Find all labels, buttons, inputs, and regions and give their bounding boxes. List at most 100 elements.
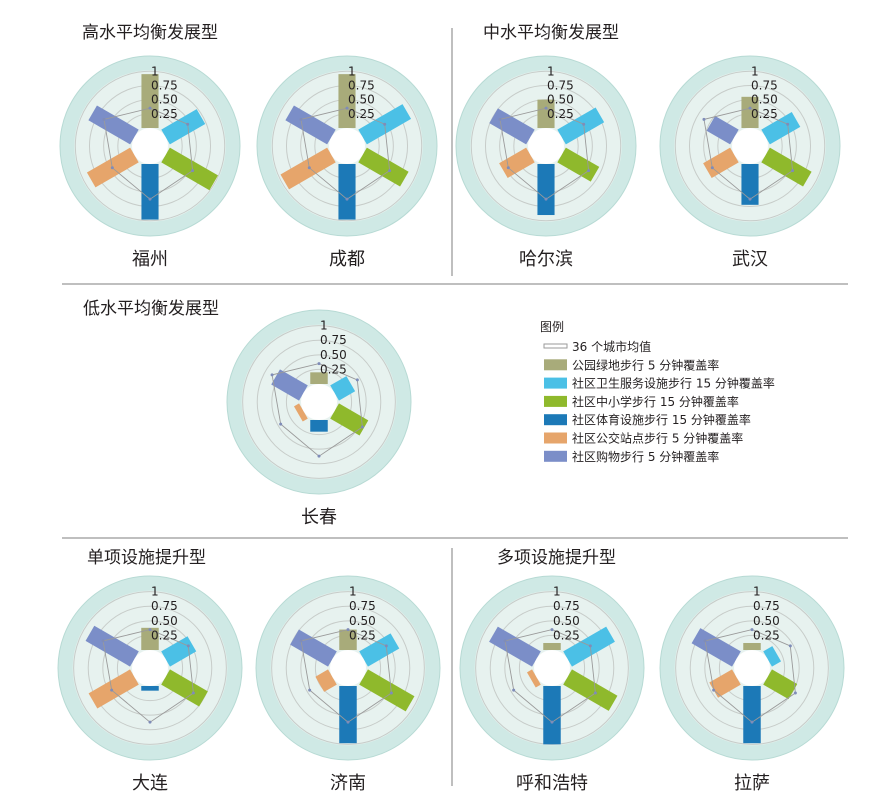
average-point — [748, 106, 752, 110]
bar — [703, 147, 739, 178]
legend-item: 社区体育设施步行 15 分钟覆盖率 — [544, 412, 751, 427]
average-point — [791, 169, 795, 173]
tick-label: 0.75 — [151, 599, 178, 613]
bar — [761, 147, 812, 187]
average-point — [712, 688, 716, 692]
legend-label: 社区卫生服务设施步行 15 分钟覆盖率 — [572, 376, 775, 391]
tick-label: 0.25 — [348, 107, 375, 121]
average-point — [345, 106, 349, 110]
tick-label: 0.25 — [151, 107, 178, 121]
bar — [537, 164, 555, 216]
tick-label: 1 — [753, 585, 761, 599]
city-chart: 10.750.500.25 大连 — [57, 575, 243, 794]
average-point — [148, 720, 152, 724]
bar — [161, 147, 218, 191]
average-point — [299, 117, 303, 121]
bar — [141, 164, 159, 220]
average-point — [317, 362, 321, 366]
bar — [285, 105, 336, 145]
tick-label: 0.75 — [348, 78, 375, 92]
average-point — [186, 644, 190, 648]
legend-item: 社区公交站点步行 5 分钟覆盖率 — [544, 431, 743, 446]
legend-label: 社区公交站点步行 5 分钟覆盖率 — [572, 431, 743, 446]
average-point — [101, 639, 105, 643]
average-point — [710, 166, 714, 170]
average-point — [346, 628, 350, 632]
tick-label: 0.50 — [151, 93, 178, 107]
city-chart: 10.750.500.25 福州 — [59, 55, 241, 270]
average-point — [588, 644, 592, 648]
grid-circle — [242, 325, 396, 479]
bar — [141, 627, 159, 650]
bar — [330, 403, 369, 436]
legend-swatch — [544, 450, 567, 462]
legend-item: 社区购物步行 5 分钟覆盖率 — [544, 449, 719, 464]
bar — [161, 636, 197, 667]
average-point — [148, 197, 152, 201]
section-title-single-upgrade: 单项设施提升型 — [87, 548, 206, 568]
bar — [761, 112, 801, 145]
tick-label: 0.75 — [349, 599, 376, 613]
grid-circle — [271, 591, 425, 745]
legend-swatch — [544, 432, 567, 444]
center-hole — [132, 128, 168, 164]
average-point — [110, 166, 114, 170]
bar — [489, 108, 535, 145]
bar — [161, 669, 208, 707]
average-point — [186, 122, 190, 126]
bar — [315, 669, 337, 692]
average-point — [110, 688, 114, 692]
section-title-high-balanced: 高水平均衡发展型 — [82, 23, 218, 43]
bar — [763, 669, 798, 700]
average-point — [544, 197, 548, 201]
bar — [691, 628, 741, 667]
tick-label: 0.75 — [320, 333, 347, 347]
average-point — [270, 373, 274, 377]
center-hole — [534, 650, 570, 686]
bar — [359, 669, 415, 712]
tick-label: 0.25 — [349, 628, 376, 642]
average-point — [102, 117, 106, 121]
center-hole — [734, 650, 770, 686]
average-point — [148, 628, 152, 632]
tick-label: 0.75 — [151, 78, 178, 92]
city-chart: 10.750.500.25 武汉 — [659, 55, 841, 270]
section-title-mid-balanced: 中水平均衡发展型 — [483, 23, 619, 43]
tick-label: 0.50 — [753, 614, 780, 628]
grid-circle — [74, 70, 226, 222]
bar — [499, 147, 535, 178]
tick-label: 0.50 — [348, 93, 375, 107]
average-point — [702, 117, 706, 121]
tick-label: 0.75 — [751, 78, 778, 92]
average-point — [345, 197, 349, 201]
grid-circle — [271, 354, 367, 450]
average-point — [788, 644, 792, 648]
tick-label: 0.25 — [553, 628, 580, 642]
average-point — [384, 644, 388, 648]
city-chart: 10.750.500.25 拉萨 — [659, 575, 845, 794]
average-point — [786, 122, 790, 126]
city-charts: 10.750.500.25福州10.750.500.25成都10.750.500… — [57, 55, 845, 794]
city-name: 长春 — [301, 507, 337, 528]
city-chart: 10.750.500.25 长春 — [226, 309, 412, 528]
bar — [563, 669, 618, 711]
city-name: 武汉 — [732, 249, 768, 270]
tick-label: 1 — [553, 585, 561, 599]
average-point — [703, 639, 707, 643]
bar — [358, 147, 409, 187]
bar — [339, 629, 357, 650]
bar — [338, 164, 356, 220]
city-name: 济南 — [330, 773, 366, 794]
legend-swatch — [544, 377, 567, 389]
legend-label: 公园绿地步行 5 分钟覆盖率 — [572, 357, 719, 372]
bar — [161, 109, 206, 145]
grid-circle — [470, 70, 622, 222]
center-hole — [732, 128, 768, 164]
bar — [557, 107, 605, 145]
legend-swatch-line — [543, 343, 568, 349]
center-hole — [330, 650, 366, 686]
average-point — [593, 691, 597, 695]
bar — [359, 633, 400, 667]
average-point — [550, 628, 554, 632]
